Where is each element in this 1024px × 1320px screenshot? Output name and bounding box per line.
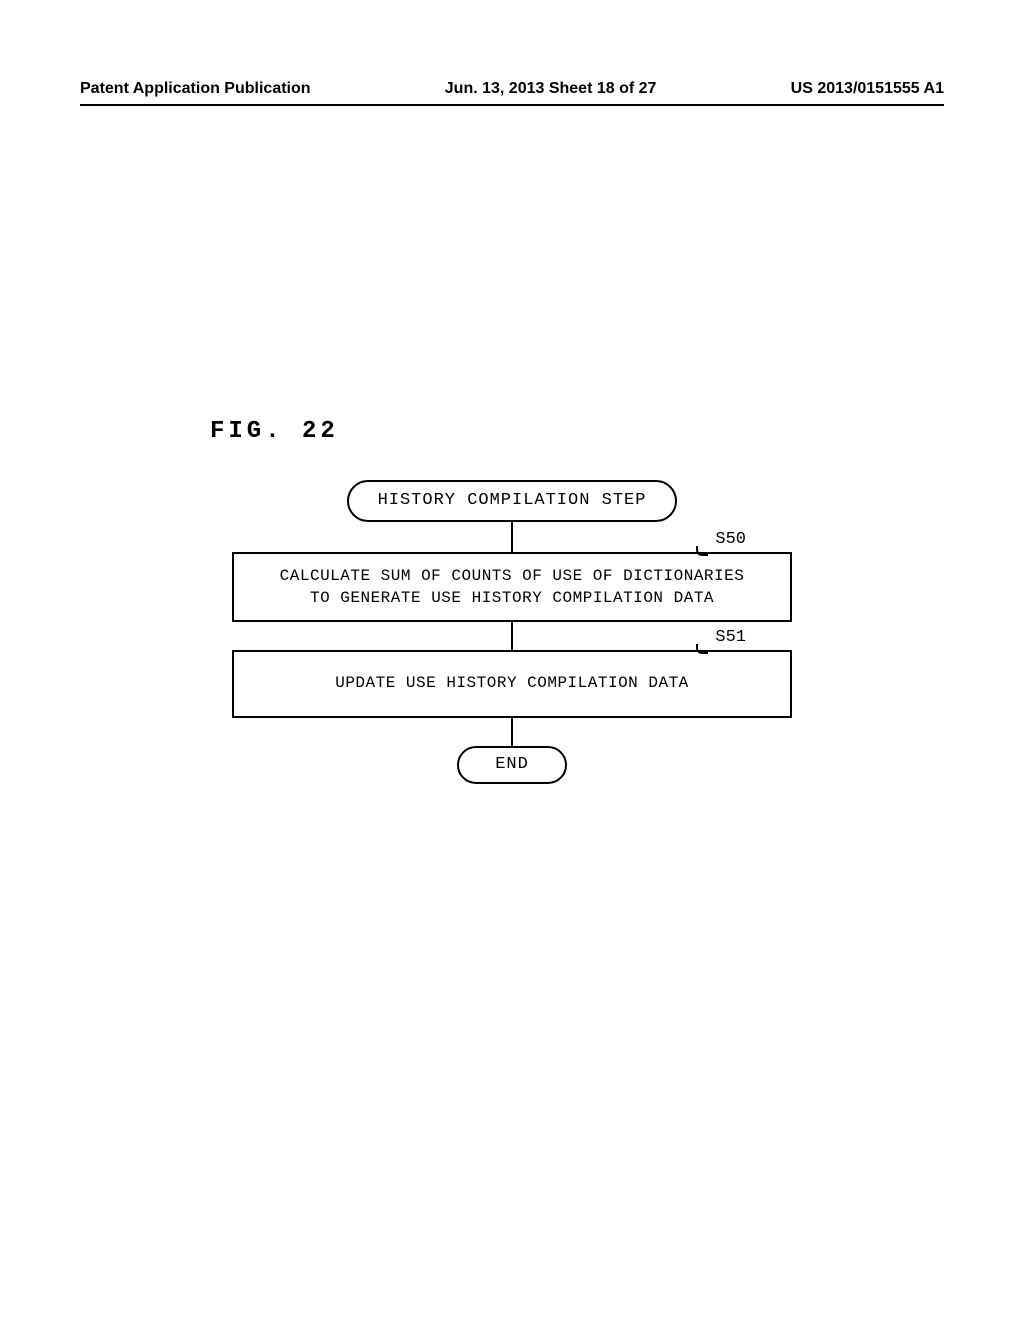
flow-node-s50: CALCULATE SUM OF COUNTS OF USE OF DICTIO…	[232, 552, 792, 622]
flow-node-s51-label: UPDATE USE HISTORY COMPILATION DATA	[335, 673, 689, 695]
header-right: US 2013/0151555 A1	[791, 80, 944, 98]
header-center: Jun. 13, 2013 Sheet 18 of 27	[445, 80, 657, 98]
flow-node-start: HISTORY COMPILATION STEP	[347, 480, 677, 522]
flow-step-s50-wrap: S50 CALCULATE SUM OF COUNTS OF USE OF DI…	[232, 552, 792, 622]
flow-edge	[511, 622, 513, 650]
flow-edge	[511, 522, 513, 552]
flow-node-s50-line1: CALCULATE SUM OF COUNTS OF USE OF DICTIO…	[244, 566, 780, 588]
header-left: Patent Application Publication	[80, 80, 311, 98]
flow-node-s51: UPDATE USE HISTORY COMPILATION DATA	[232, 650, 792, 718]
header-rule	[80, 104, 944, 106]
step-ref-hook	[696, 644, 708, 654]
figure-label: FIG. 22	[210, 418, 339, 445]
flow-step-s51-wrap: S51 UPDATE USE HISTORY COMPILATION DATA	[232, 650, 792, 718]
page-header: Patent Application Publication Jun. 13, …	[80, 80, 944, 98]
step-ref-hook	[696, 546, 708, 556]
page: Patent Application Publication Jun. 13, …	[0, 0, 1024, 1320]
step-ref-s51: S51	[715, 628, 746, 647]
flowchart: HISTORY COMPILATION STEP S50 CALCULATE S…	[0, 480, 1024, 784]
flow-edge	[511, 718, 513, 746]
flow-node-end: END	[457, 746, 567, 784]
flow-node-s50-line2: TO GENERATE USE HISTORY COMPILATION DATA	[244, 588, 780, 610]
step-ref-s50: S50	[715, 530, 746, 549]
